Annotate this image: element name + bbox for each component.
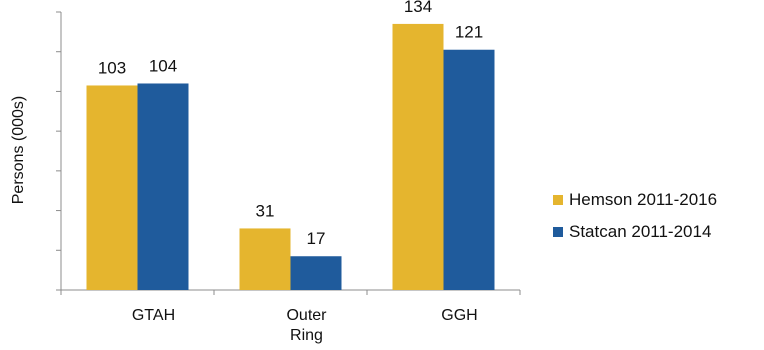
legend-label-statcan: Statcan 2011-2014 <box>569 222 712 241</box>
legend: Hemson 2011-2016 Statcan 2011-2014 <box>553 190 717 254</box>
x-tick-label: Outer Ring <box>286 307 327 344</box>
bar-statcan-outer-ring <box>290 256 342 290</box>
y-axis-label-wrap: Persons (000s) <box>4 90 34 210</box>
x-tick-label: GGH <box>441 307 477 324</box>
data-label: 17 <box>307 229 326 248</box>
bar-hemson-ggh <box>392 23 444 291</box>
data-label: 31 <box>256 201 275 220</box>
legend-swatch-statcan <box>553 227 563 237</box>
bar-statcan-gtah <box>137 83 189 290</box>
bar-statcan-ggh <box>443 49 495 290</box>
bar-hemson-gtah <box>86 85 138 290</box>
legend-label-hemson: Hemson 2011-2016 <box>569 190 718 209</box>
data-label: 103 <box>98 58 126 77</box>
legend-item-statcan: Statcan 2011-2014 <box>553 222 717 242</box>
data-label: 121 <box>455 23 483 42</box>
data-label: 104 <box>149 56 177 75</box>
x-tick-label: GTAH <box>132 307 175 324</box>
data-label: 134 <box>404 0 432 16</box>
y-axis-label: Persons (000s) <box>10 95 27 205</box>
legend-item-hemson: Hemson 2011-2016 <box>553 190 717 210</box>
bar-hemson-outer-ring <box>239 228 291 290</box>
legend-swatch-hemson <box>553 195 563 205</box>
